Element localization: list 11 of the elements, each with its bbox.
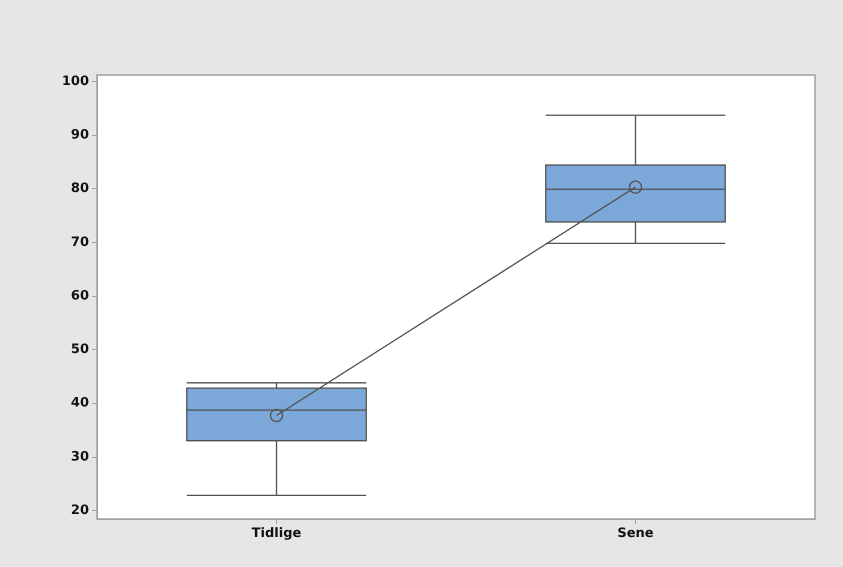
y-tick-label: 90 [70,128,89,143]
y-tick-label: 80 [70,181,89,196]
y-tick-label: 40 [70,396,89,411]
y-tick-label: 100 [62,74,89,89]
y-tick-label: 20 [70,502,89,518]
y-tick-label: 60 [70,288,89,304]
y-tick-label: 50 [70,342,89,358]
y-tick-label: 70 [70,234,89,250]
x-tick-label: Sene [617,526,654,541]
x-tick-label: Tidlige [252,526,302,541]
y-tick-label: 30 [70,449,89,464]
